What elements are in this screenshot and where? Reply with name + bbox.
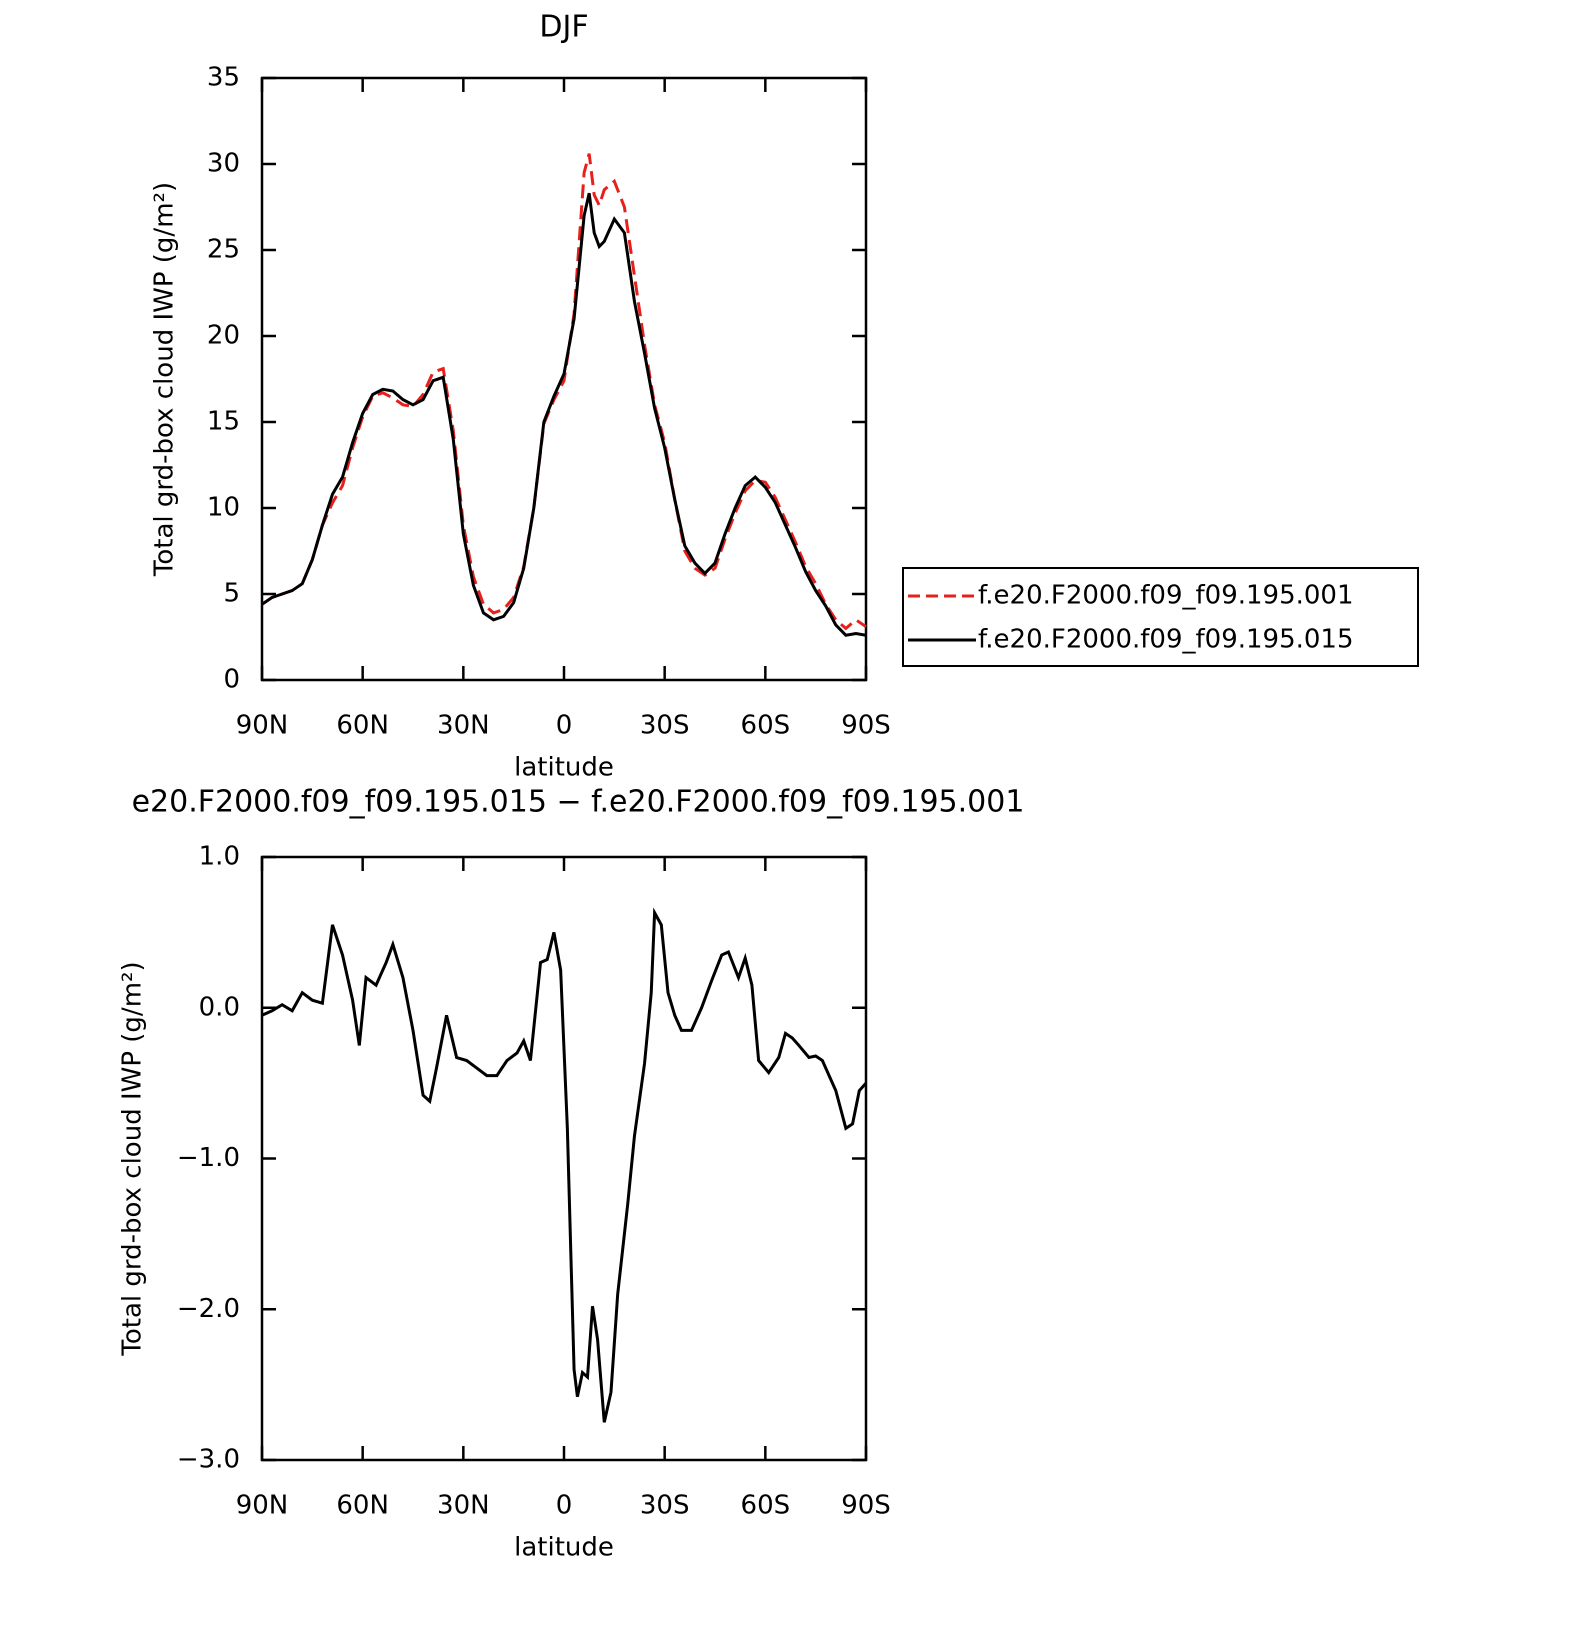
y-tick-label: 20 (207, 321, 240, 351)
legend-label: f.e20.F2000.f09_f09.195.001 (978, 581, 1354, 611)
data-line (261, 907, 868, 1423)
x-tick-label: 60S (741, 711, 791, 741)
x-tick-label: 60S (741, 1491, 791, 1521)
data-line (261, 192, 867, 637)
x-tick-label: 30S (640, 1491, 690, 1521)
x-tick-label: 90S (841, 711, 891, 741)
x-tick-label: 0 (556, 1491, 573, 1521)
x-tick-label: 30S (640, 711, 690, 741)
x-axis-label: latitude (514, 753, 614, 783)
y-tick-label: 1.0 (199, 842, 240, 872)
x-tick-label: 90S (841, 1491, 891, 1521)
y-tick-label: −1.0 (177, 1143, 240, 1173)
y-tick-label: 15 (207, 407, 240, 437)
x-tick-label: 60N (336, 1491, 389, 1521)
y-tick-label: 25 (207, 235, 240, 265)
x-axis-label: latitude (514, 1533, 614, 1563)
x-tick-label: 0 (556, 711, 573, 741)
chart-title: e20.F2000.f09_f09.195.015 − f.e20.F2000.… (132, 785, 1025, 820)
x-tick-label: 90N (236, 1491, 289, 1521)
y-tick-label: 0.0 (199, 992, 240, 1022)
y-tick-label: −2.0 (177, 1294, 240, 1324)
y-axis-label: Total grd-box cloud IWP (g/m²) (150, 182, 180, 577)
y-tick-label: 35 (207, 63, 240, 93)
x-tick-label: 60N (336, 711, 389, 741)
y-tick-label: −3.0 (177, 1445, 240, 1475)
data-line (261, 153, 867, 631)
x-tick-label: 30N (437, 1491, 490, 1521)
x-tick-label: 90N (236, 711, 289, 741)
y-tick-label: 30 (207, 149, 240, 179)
y-tick-label: 10 (207, 493, 240, 523)
legend-box (902, 567, 1419, 667)
plot-frame (260, 855, 868, 1462)
legend-label: f.e20.F2000.f09_f09.195.015 (978, 625, 1354, 655)
y-tick-label: 5 (223, 579, 240, 609)
y-axis-label: Total grd-box cloud IWP (g/m²) (118, 961, 148, 1356)
chart-title: DJF (539, 10, 588, 45)
y-tick-label: 0 (223, 665, 240, 695)
x-tick-label: 30N (437, 711, 490, 741)
